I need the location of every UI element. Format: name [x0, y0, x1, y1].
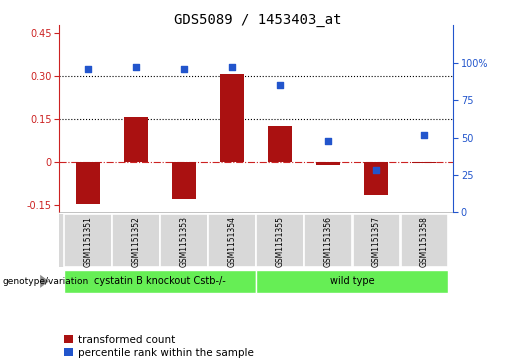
Point — [180, 66, 188, 72]
Bar — [172, 162, 196, 199]
Bar — [401, 214, 448, 267]
Bar — [268, 126, 292, 162]
Text: GSM1151356: GSM1151356 — [324, 216, 333, 267]
Point — [84, 66, 92, 72]
Bar — [64, 270, 256, 293]
Text: genotype/variation: genotype/variation — [3, 277, 89, 286]
Text: GSM1151355: GSM1151355 — [276, 216, 285, 267]
Text: GSM1151354: GSM1151354 — [228, 216, 237, 267]
Bar — [256, 270, 448, 293]
Text: GDS5089 / 1453403_at: GDS5089 / 1453403_at — [174, 13, 341, 27]
Text: wild type: wild type — [330, 276, 374, 286]
Bar — [316, 162, 340, 165]
Text: GSM1151357: GSM1151357 — [372, 216, 381, 267]
Bar — [413, 162, 436, 163]
Bar — [256, 214, 304, 267]
Bar — [124, 118, 148, 162]
Point — [132, 64, 140, 70]
Bar — [220, 74, 244, 162]
Point — [420, 132, 428, 138]
Point — [228, 64, 236, 70]
Bar — [160, 214, 208, 267]
Legend: transformed count, percentile rank within the sample: transformed count, percentile rank withi… — [64, 335, 254, 358]
Polygon shape — [40, 275, 49, 288]
Bar — [76, 162, 100, 204]
Text: GSM1151358: GSM1151358 — [420, 216, 429, 267]
Text: GSM1151353: GSM1151353 — [180, 216, 188, 267]
Bar — [304, 214, 352, 267]
Bar — [112, 214, 160, 267]
Point — [372, 168, 381, 174]
Bar — [353, 214, 400, 267]
Bar — [364, 162, 388, 195]
Point — [276, 82, 284, 88]
Bar — [64, 214, 112, 267]
Bar — [209, 214, 256, 267]
Text: cystatin B knockout Cstb-/-: cystatin B knockout Cstb-/- — [94, 276, 226, 286]
Point — [324, 138, 332, 143]
Text: GSM1151352: GSM1151352 — [132, 216, 141, 267]
Text: GSM1151351: GSM1151351 — [83, 216, 93, 267]
